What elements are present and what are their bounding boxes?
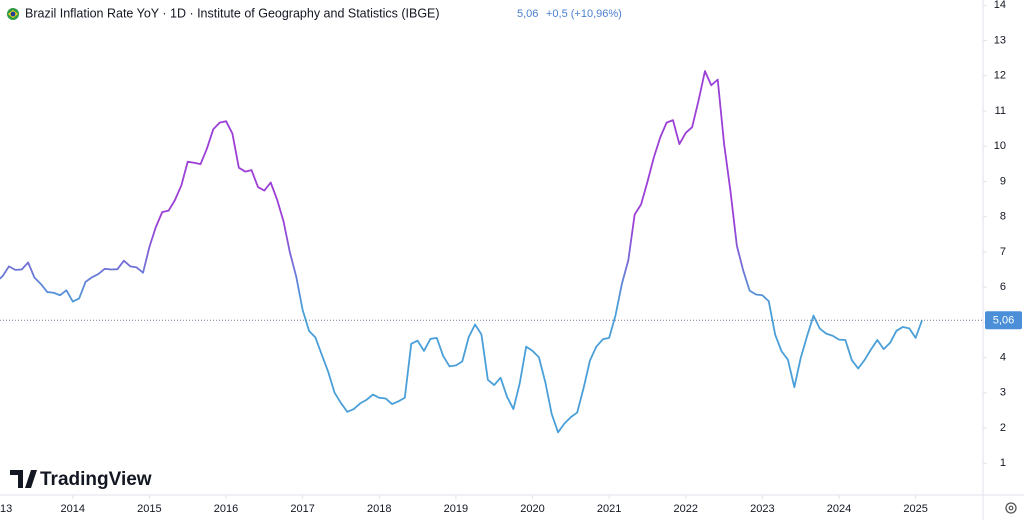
- y-tick-label: 9: [1000, 175, 1006, 187]
- header-value: 5,06: [517, 8, 538, 20]
- y-tick-label: 10: [994, 140, 1006, 152]
- y-tick-label: 7: [1000, 246, 1006, 258]
- settings-icon[interactable]: [1008, 505, 1014, 511]
- x-tick-label: 2015: [137, 503, 161, 515]
- y-tick-label: 3: [1000, 387, 1006, 399]
- y-tick-label: 11: [995, 105, 1006, 117]
- x-tick-label: 2021: [597, 503, 621, 515]
- brand: TradingView: [10, 469, 152, 490]
- x-tick-label: 13: [0, 503, 12, 515]
- last-value-label: 5,06: [993, 315, 1014, 327]
- plot-area: [0, 70, 923, 434]
- last-value-tag: [985, 311, 1022, 330]
- y-tick-label: 4: [1000, 352, 1006, 364]
- x-tick-label: 2020: [520, 503, 544, 515]
- y-tick-label: 2: [1000, 422, 1006, 434]
- chart-title: Brazil Inflation Rate YoY · 1D · Institu…: [25, 6, 440, 20]
- x-tick-label: 2024: [827, 503, 851, 515]
- brand-icon: [10, 470, 37, 488]
- x-tick-label: 2023: [750, 503, 774, 515]
- y-tick-label: 1: [1000, 457, 1006, 469]
- header-change: +0,5 (+10,96%): [546, 8, 622, 20]
- x-tick-label: 2016: [214, 503, 238, 515]
- header: Brazil Inflation Rate YoY · 1D · Institu…: [7, 6, 622, 20]
- y-tick-label: 13: [994, 34, 1006, 46]
- x-tick-label: 2017: [290, 503, 314, 515]
- data-line: [0, 70, 923, 434]
- settings-icon[interactable]: [1005, 502, 1017, 514]
- x-tick-label: 2014: [61, 503, 85, 515]
- flag-icon: [10, 11, 16, 17]
- y-tick-label: 8: [1000, 211, 1006, 223]
- x-tick-label: 2022: [674, 503, 698, 515]
- brand-name: TradingView: [40, 469, 152, 490]
- x-tick-label: 2018: [367, 503, 391, 515]
- y-tick-label: 6: [1000, 281, 1006, 293]
- settings-icon[interactable]: [1005, 502, 1017, 514]
- x-tick-label: 2025: [903, 503, 927, 515]
- y-tick-label: 12: [994, 70, 1006, 82]
- y-tick-label: 14: [994, 0, 1006, 11]
- x-tick-label: 2019: [444, 503, 468, 515]
